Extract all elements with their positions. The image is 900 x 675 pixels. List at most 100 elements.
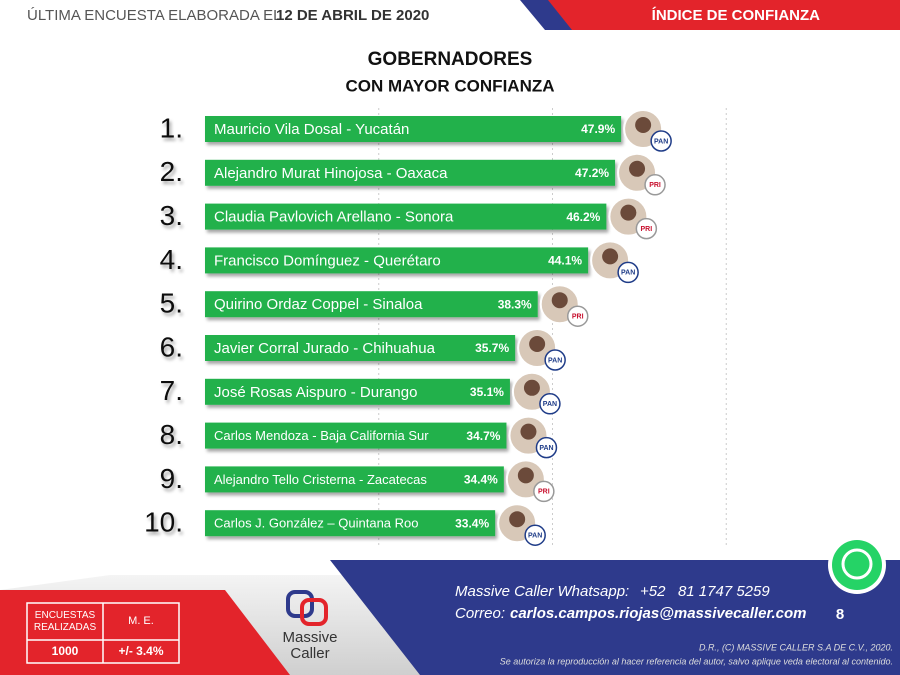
party-label: PAN [528,533,542,540]
footer-red [0,590,290,675]
whatsapp-icon [828,536,886,594]
value-label: 34.7% [466,429,500,443]
rank: 4. [160,244,183,275]
copyright: D.R., (C) MASSIVE CALLER S.A DE C.V., 20… [699,642,893,652]
party-label: PAN [548,357,562,364]
party-badge: PRI [566,305,589,327]
badge-bg [544,349,566,371]
category-label: Carlos J. González – Quintana Roo [214,516,419,531]
rank: 1. [160,112,183,143]
badge-bg [524,524,546,546]
rank: 2. [160,156,183,187]
header-band-red [548,0,900,30]
category-label: Alejandro Murat Hinojosa - Oaxaca [214,165,448,182]
badge-bg [539,393,561,415]
rank: 6. [160,331,183,362]
rank: 5. [160,288,183,319]
header-date: 12 DE ABRIL DE 2020 [276,7,429,24]
party-label: PRI [572,314,584,321]
party-badge: PAN [524,524,546,546]
bar [205,247,589,274]
value-label: 44.1% [548,254,582,268]
party-label: PAN [621,270,635,277]
bar [205,378,510,405]
party-badge: PRI [533,480,555,503]
whatsapp-label: Massive Caller Whatsapp: [455,583,629,600]
party-badge: PAN [617,261,639,284]
party-label: PRI [538,489,550,496]
category-label: José Rosas Aispuro - Durango [214,384,417,401]
header-prefix: ÚLTIMA ENCUESTA ELABORADA EL [27,7,282,24]
party-label: PAN [654,138,668,145]
footer-blue [330,560,900,675]
category-label: Carlos Mendoza - Baja California Sur [214,428,429,443]
party-label: PAN [543,401,557,408]
category-label: Javier Corral Jurado - Chihuahua [214,340,436,357]
party-badge: PRI [635,217,658,240]
portrait-head [509,511,526,528]
value-label: 33.4% [455,516,489,530]
portrait-head [520,423,537,440]
icon-glyph [841,548,873,580]
notice: Se autoriza la reproducción al hacer ref… [500,656,893,666]
category-label: Francisco Domínguez - Querétaro [214,252,441,269]
value-label: 47.2% [575,166,609,180]
portrait-head [517,467,534,484]
table-header: M. E. [128,615,154,627]
icon-body [832,540,882,590]
bar [205,203,607,230]
badge-bg [635,217,658,240]
party-label: PRI [641,226,653,233]
party-badge: PRI [644,174,666,196]
badge-bg [566,305,589,327]
table-value: 1000 [52,644,79,658]
logo: Massive Caller [282,590,338,662]
value-label: 38.3% [498,297,532,311]
bar [205,335,516,361]
rank: 3. [160,200,183,231]
badge-bg [535,436,558,459]
category-label: Quirino Ordaz Coppel - Sinaloa [214,296,423,313]
value-label: 46.2% [566,210,600,224]
portrait-head [551,292,568,309]
portrait-head [635,117,652,133]
bar [205,466,504,493]
rank: 8. [160,419,183,450]
category-label: Claudia Pavlovich Arellano - Sonora [214,209,454,226]
bar [205,291,538,318]
bar [205,116,622,142]
value-label: 47.9% [581,122,615,136]
bar [205,422,507,449]
party-badge: PAN [535,436,558,459]
table-header-cell: ENCUESTAS REALIZADAS [33,609,97,633]
portrait-head [620,204,637,221]
table-header: ENCUESTAS REALIZADAS [33,609,97,633]
page-number: 8 [836,606,844,623]
plot: 1. Mauricio Vila Dosal - Yucatán 47.9% PAN 2… [144,108,727,546]
badge-bg [650,130,672,152]
table-value: +/- 3.4% [118,644,163,658]
portrait-head [529,336,546,352]
badge-bg [617,261,639,284]
party-badge: PAN [650,130,672,152]
bar [205,510,496,537]
badge-bg [644,174,666,196]
chart-subtitle: CON MAYOR CONFIANZA [345,76,554,95]
whatsapp-number: +52 81 1747 5259 [640,583,770,600]
rank: 9. [160,463,183,494]
bar [205,159,616,186]
badge-bg [533,480,555,503]
header-section: ÍNDICE DE CONFIANZA [652,7,821,24]
email: carlos.campos.riojas@massivecaller.com [510,605,806,622]
party-label: PRI [649,182,661,189]
rank: 10. [144,507,183,538]
party-badge: PAN [539,393,561,415]
portrait-head [523,379,540,396]
value-label: 35.1% [470,385,504,399]
portrait-head [629,160,646,177]
portrait-head [602,248,619,265]
logo-text: Massive [282,629,337,646]
logo-text: Caller [290,645,329,662]
party-badge: PAN [544,349,566,371]
